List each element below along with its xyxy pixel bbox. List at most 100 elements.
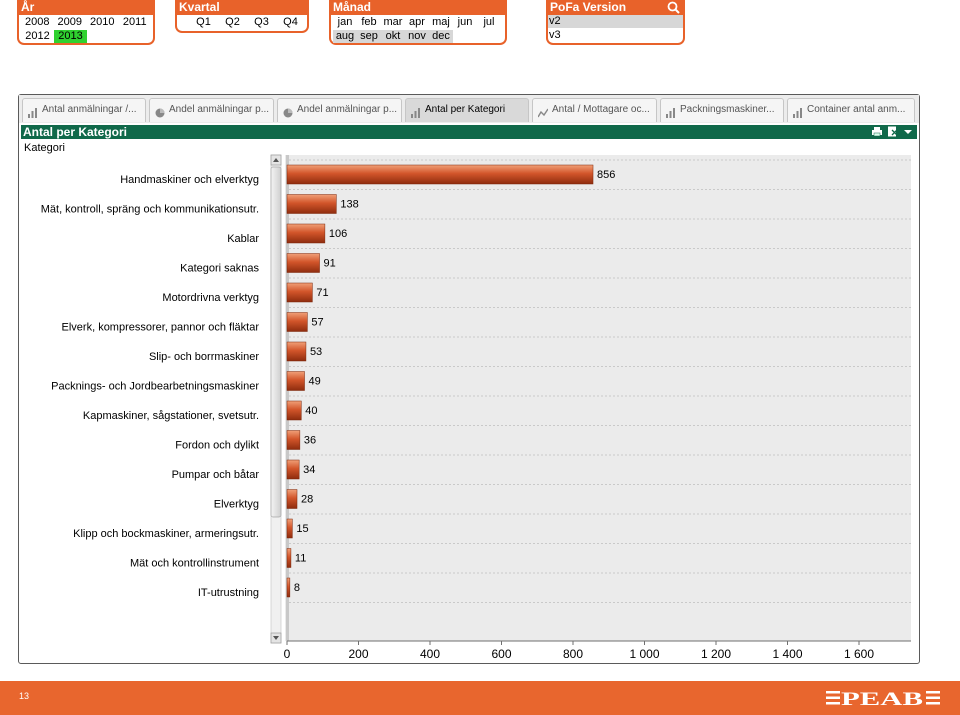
tab-2[interactable]: Andel anmälningar p... [149,98,274,122]
quarter-listbox: Kvartal Q1 Q2 Q3 Q4 [175,0,309,33]
tab-3[interactable]: Andel anmälningar p... [277,98,402,122]
x-tick-label: 200 [348,647,368,661]
bar-chart: 856 Handmaskiner och elverktyg 138 Mät, kon… [41,154,911,661]
bar[interactable] [286,371,305,391]
year-option[interactable]: 2011 [122,16,147,28]
tab-label: Antal / Mottagare oc... [552,104,650,115]
category-label: Kapmaskiner, sågstationer, svetsutr. [83,410,259,422]
data-label: 138 [340,199,358,211]
chart-dimension-label: Kategori [24,142,65,154]
bar-chart-icon [28,105,38,118]
quarter-option[interactable]: Q4 [283,16,298,28]
bar[interactable] [286,223,326,244]
chart-caption-title: Antal per Kategori [23,125,128,139]
data-label: 91 [324,258,336,270]
tab-label: Packningsmaskiner... [680,104,775,115]
tab-4[interactable]: Antal per Kategori [405,98,529,122]
month-option[interactable]: jul [477,16,501,29]
pofa-version-option[interactable]: v2 [548,15,683,28]
data-label: 36 [304,435,316,447]
pie-chart-icon [283,105,293,118]
bar[interactable] [286,282,313,303]
bar[interactable] [286,518,293,539]
month-option[interactable]: dec [429,30,453,43]
year-option[interactable]: 2008 [25,16,50,28]
year-option[interactable]: 2013 [54,30,87,43]
chevron-up-icon [273,158,279,162]
data-label: 8 [294,582,300,594]
year-option[interactable]: 2010 [90,16,115,28]
tab-label: Andel anmälningar p... [169,104,270,115]
category-label: Pumpar och båtar [172,469,260,481]
tab-5[interactable]: Antal / Mottagare oc... [532,98,657,122]
tab-1[interactable]: Antal anmälningar /... [22,98,146,122]
data-label: 40 [305,405,317,417]
category-label: Kablar [227,233,259,245]
bar[interactable] [286,577,291,598]
month-option[interactable]: apr [409,16,425,28]
x-tick-label: 1 600 [844,647,874,661]
month-option[interactable]: jan [337,16,353,28]
bar[interactable] [286,253,320,273]
category-label: Motordrivna verktyg [162,292,259,304]
bar[interactable] [286,164,594,185]
search-icon[interactable] [667,1,680,14]
bar[interactable] [286,341,307,362]
data-label: 856 [597,169,615,181]
data-label: 11 [295,553,306,565]
bar[interactable] [286,459,300,480]
chart-caption: Antal per Kategori [21,125,917,139]
data-label: 15 [296,523,308,535]
quarter-option[interactable]: Q1 [196,16,211,28]
x-tick-label: 600 [491,647,511,661]
month-option[interactable]: jun [457,16,473,28]
category-label: Kategori saknas [180,263,259,275]
month-option[interactable]: feb [361,16,377,28]
tab-label: Andel anmälningar p... [297,104,398,115]
category-label: Elverktyg [214,499,259,511]
x-tick-label: 1 200 [701,647,731,661]
tab-6[interactable]: Packningsmaskiner... [660,98,784,122]
chart-scrollbar-thumb[interactable] [270,166,282,518]
year-option[interactable]: 2009 [57,16,82,28]
data-label: 71 [316,287,328,299]
month-option[interactable]: sep [357,30,381,43]
bar[interactable] [286,400,302,421]
x-tick-label: 1 000 [629,647,659,661]
data-label: 49 [309,376,321,388]
bar[interactable] [286,312,308,332]
month-option[interactable]: okt [381,30,405,43]
category-label: Mät, kontroll, spräng och kommunikations… [41,204,259,216]
bar[interactable] [286,489,298,509]
bar[interactable] [286,430,301,450]
year-option[interactable]: 2012 [25,30,50,42]
page-number: 13 [19,691,30,701]
month-listbox-title: Månad [331,0,505,15]
category-label: Elverk, kompressorer, pannor och fläktar [62,322,260,334]
export-excel-icon[interactable] [887,126,899,140]
month-listbox: Månad jan feb mar apr maj jun jul aug sep okt nov… [329,0,507,45]
bar[interactable] [286,194,337,214]
month-option[interactable]: mar [383,16,403,28]
quarter-option[interactable]: Q2 [225,16,240,28]
pofa-version-option[interactable]: v3 [549,29,561,41]
data-label: 34 [303,464,315,476]
tab-label: Container antal anm... [807,104,906,115]
print-icon[interactable] [871,126,883,140]
month-option[interactable]: maj [432,16,450,28]
plot-area [285,155,911,641]
tab-7[interactable]: Container antal anm... [787,98,915,122]
pie-chart-icon [155,105,165,118]
bar-chart-icon [666,105,676,118]
x-tick-label: 400 [420,647,440,661]
peab-logo-text: PEAB [841,689,924,707]
plot-left-edge [286,155,289,641]
month-option[interactable]: aug [333,30,357,43]
peab-logo: PEAB [826,689,944,712]
menu-dropdown-icon[interactable] [903,126,913,140]
bar-chart-icon [793,105,803,118]
bar[interactable] [286,548,292,568]
month-option[interactable]: nov [405,30,429,43]
quarter-option[interactable]: Q3 [254,16,269,28]
